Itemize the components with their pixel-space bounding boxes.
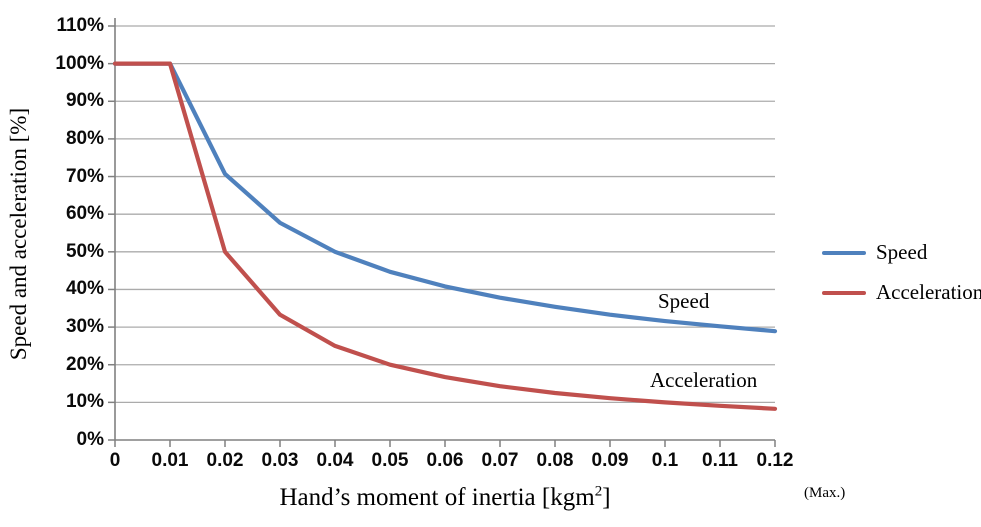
x-tick-label: 0.1 bbox=[651, 450, 679, 471]
x-axis-max-note: (Max.) bbox=[804, 485, 846, 501]
legend: Speed Acceleration bbox=[822, 241, 981, 304]
x-axis-title-superscript: 2 bbox=[594, 483, 603, 500]
x-tick-label: 0.12 bbox=[756, 450, 794, 471]
x-axis-title: Hand’s moment of inertia [kgm2] bbox=[115, 484, 775, 512]
x-axis-title-text: Hand’s moment of inertia [kgm bbox=[279, 484, 595, 511]
y-tick-label: 90% bbox=[65, 90, 104, 112]
y-tick-label: 20% bbox=[65, 353, 104, 375]
y-axis-title-wrap: Speed and acceleration [%] bbox=[2, 58, 36, 410]
x-tick-label: 0.11 bbox=[702, 450, 738, 471]
x-tick-label: 0.08 bbox=[536, 450, 574, 471]
series-line-acceleration bbox=[112, 61, 778, 411]
x-tick-label: 0.02 bbox=[206, 450, 244, 471]
legend-label-acceleration: Acceleration bbox=[876, 280, 981, 304]
y-tick-label: 50% bbox=[65, 240, 104, 262]
y-tick-label: 60% bbox=[65, 203, 104, 225]
y-tick-label: 70% bbox=[65, 165, 104, 187]
legend-swatch-acceleration bbox=[822, 290, 866, 295]
x-tick-label: 0.03 bbox=[261, 450, 299, 471]
legend-swatch-speed bbox=[822, 250, 866, 255]
x-axis-title-bracket: ] bbox=[602, 484, 611, 511]
x-tick-label: 0.07 bbox=[481, 450, 519, 471]
y-tick-label: 0% bbox=[76, 429, 104, 450]
y-axis-title: Speed and acceleration [%] bbox=[6, 107, 32, 361]
series-label-acceleration: Acceleration bbox=[650, 368, 758, 392]
x-tick-label: 0.06 bbox=[426, 450, 464, 471]
y-tick-label: 110% bbox=[56, 15, 104, 36]
y-tick-label: 80% bbox=[65, 127, 104, 149]
x-tick-label: 0.01 bbox=[151, 450, 189, 471]
legend-item-acceleration: Acceleration bbox=[822, 281, 981, 304]
series-line-speed bbox=[112, 61, 778, 334]
x-tick-label: 0.04 bbox=[316, 450, 354, 471]
y-tick-label: 100% bbox=[55, 52, 104, 74]
legend-item-speed: Speed bbox=[822, 241, 981, 264]
x-tick-label: 0.09 bbox=[591, 450, 629, 471]
series-label-speed: Speed bbox=[658, 289, 710, 313]
x-tick-label: 0.05 bbox=[371, 450, 409, 471]
legend-label-speed: Speed bbox=[876, 240, 928, 264]
x-tick-label: 0 bbox=[109, 450, 121, 471]
y-tick-label: 30% bbox=[65, 316, 104, 338]
y-tick-label: 40% bbox=[65, 278, 104, 300]
y-tick-label: 10% bbox=[65, 391, 104, 413]
